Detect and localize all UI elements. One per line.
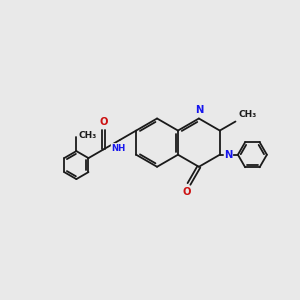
Text: O: O: [182, 188, 191, 197]
Text: CH₃: CH₃: [79, 130, 97, 140]
Text: N: N: [224, 150, 232, 160]
Text: O: O: [99, 117, 108, 127]
Text: NH: NH: [111, 143, 125, 152]
Text: N: N: [195, 105, 203, 115]
Text: CH₃: CH₃: [238, 110, 257, 119]
